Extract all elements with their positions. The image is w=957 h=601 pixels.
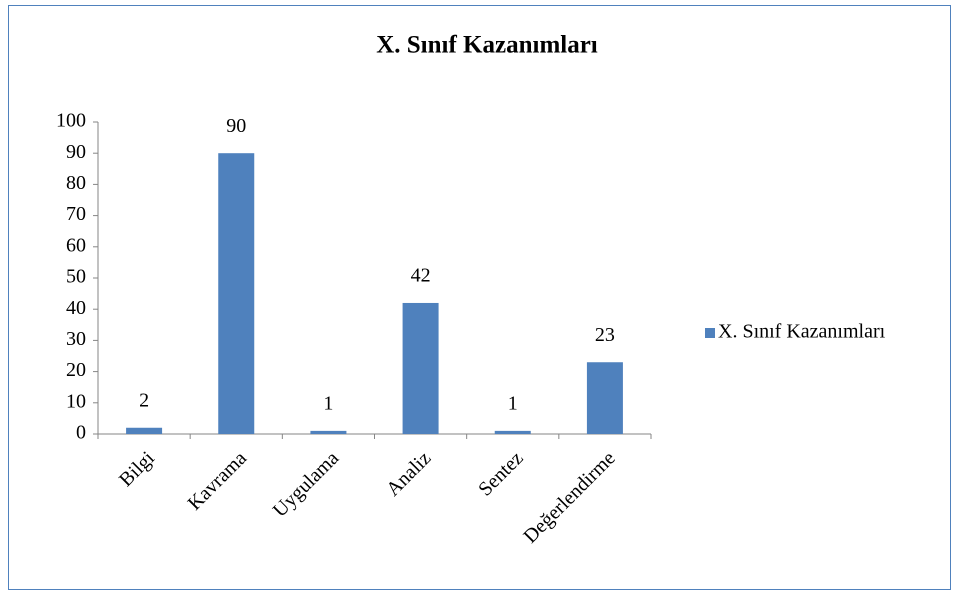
y-tick-label: 0 xyxy=(76,422,86,444)
y-tick-label: 80 xyxy=(66,172,86,194)
bar xyxy=(494,430,531,434)
legend-label: X. Sınıf Kazanımları xyxy=(718,321,886,343)
bar xyxy=(310,430,347,434)
data-label: 1 xyxy=(323,392,333,414)
y-tick-label: 100 xyxy=(56,110,86,132)
chart-title: X. Sınıf Kazanımları xyxy=(376,32,598,59)
bar xyxy=(402,302,439,434)
y-tick-label: 70 xyxy=(66,203,86,225)
bar xyxy=(126,427,163,434)
y-tick-label: 40 xyxy=(66,297,86,319)
data-label: 1 xyxy=(508,392,518,414)
y-tick-label: 60 xyxy=(66,234,86,256)
legend-swatch xyxy=(705,328,715,338)
bar xyxy=(218,153,255,434)
data-label: 23 xyxy=(595,324,615,346)
chart-border xyxy=(8,5,951,590)
data-label: 42 xyxy=(411,265,431,287)
bar xyxy=(586,362,623,434)
y-tick-label: 50 xyxy=(66,266,86,288)
data-label: 2 xyxy=(139,389,149,411)
y-tick-label: 30 xyxy=(66,328,86,350)
y-tick-label: 10 xyxy=(66,390,86,412)
data-label: 90 xyxy=(226,115,246,137)
y-tick-label: 20 xyxy=(66,359,86,381)
y-tick-label: 90 xyxy=(66,141,86,163)
